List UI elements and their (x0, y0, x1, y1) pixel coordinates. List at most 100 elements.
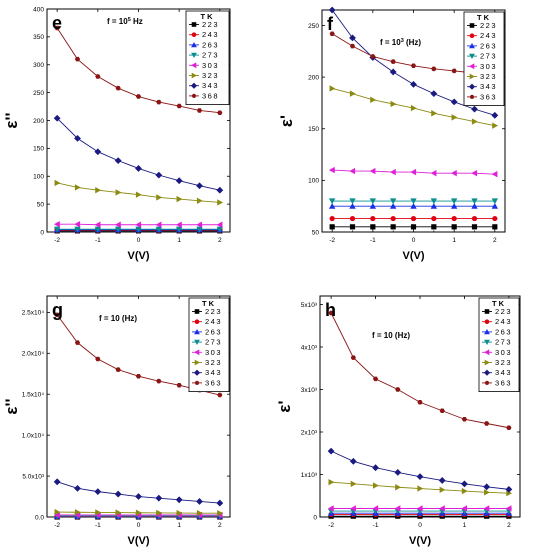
series-223 (329, 224, 498, 230)
series-323 (54, 179, 224, 206)
data-point (431, 224, 437, 230)
data-point (389, 68, 397, 76)
panel-h: -2 -1 0 1 2 0 1x10³ 2x10³ 3x10³ 4x10³ 5x10³ V(V) ε' h… (275, 295, 521, 547)
data-point (483, 483, 491, 491)
legend-marker (191, 52, 197, 58)
x-axis-label: V(V) (128, 250, 150, 262)
legend-marker (469, 23, 475, 28)
data-point (484, 489, 490, 496)
data-point (431, 215, 437, 222)
y-axis-label: ε'' (2, 398, 21, 414)
data-point (74, 509, 81, 516)
data-point (389, 202, 397, 209)
data-point (114, 226, 122, 233)
legend-entry: 368 (202, 91, 219, 100)
data-point (491, 170, 498, 178)
legend-marker (194, 349, 200, 356)
y-axis-label: ε' (277, 115, 296, 127)
data-point (349, 224, 356, 230)
x-tick-label: -2 (54, 522, 60, 529)
data-point (114, 157, 122, 165)
data-point (431, 110, 438, 117)
y-axis-label: ε' (275, 400, 294, 412)
data-point (54, 25, 60, 31)
data-point (370, 215, 376, 222)
y-tick-label: 350 (33, 34, 44, 41)
data-point (369, 198, 377, 205)
data-point (156, 99, 162, 105)
data-point (155, 226, 163, 233)
data-point (74, 184, 81, 191)
data-point (372, 505, 379, 512)
x-tick-label: 2 (218, 522, 222, 529)
legend-entry: 363 (480, 92, 497, 101)
legend-entry: 323 (202, 71, 219, 80)
legend-entry: 223 (205, 307, 222, 316)
data-point (115, 367, 121, 372)
data-point (471, 215, 478, 222)
x-tick-label: 2 (218, 237, 222, 244)
y-tick-label: 200 (308, 74, 319, 81)
y-tick-label: 3x10³ (301, 387, 318, 394)
data-point (471, 169, 478, 177)
legend-marker (483, 369, 491, 376)
data-point (74, 484, 81, 492)
data-point (410, 63, 417, 69)
data-point (217, 392, 223, 398)
data-point (196, 509, 203, 517)
data-point (176, 103, 182, 109)
legend-entry: 223 (495, 307, 512, 316)
data-point (450, 98, 458, 106)
series-303 (53, 220, 223, 228)
data-point (74, 340, 81, 345)
legend-marker (194, 359, 200, 366)
x-tick-label: 2 (493, 237, 497, 244)
legend-marker (484, 339, 490, 345)
data-point (461, 417, 468, 422)
data-point (439, 486, 446, 493)
x-tick-label: 0 (137, 522, 141, 529)
data-point (74, 56, 81, 62)
legend-marker (468, 83, 476, 90)
x-tick-label: 2 (507, 522, 511, 529)
data-point (135, 94, 142, 99)
data-point (349, 457, 357, 465)
data-point (53, 511, 60, 519)
data-point (135, 226, 142, 233)
x-axis-label: V(V) (409, 535, 431, 547)
series-323 (329, 85, 499, 129)
x-tick-label: 1 (452, 237, 456, 244)
x-tick-label: 0 (418, 522, 422, 529)
data-point (471, 224, 478, 230)
legend-entry: 343 (495, 368, 512, 377)
legend-marker (191, 72, 197, 79)
data-point (328, 6, 336, 14)
legend-marker (484, 349, 490, 356)
x-tick-label: 1 (177, 237, 181, 244)
y-tick-label: 2.0x10⁴ (22, 351, 45, 358)
data-point (329, 215, 335, 222)
data-point (329, 85, 336, 92)
x-tick-label: -1 (95, 237, 101, 244)
y-tick-label: 300 (33, 62, 44, 69)
data-point (94, 226, 102, 233)
x-tick-label: -1 (373, 522, 379, 529)
panel-e: -2 -1 0 1 2 0 50 100 150 200 250 300 350 400 V(V) ε'' e f… (2, 6, 231, 262)
data-point (430, 198, 438, 205)
legend-marker (484, 309, 490, 314)
legend-entry: 243 (480, 31, 497, 40)
data-point (451, 224, 457, 230)
y-tick-label: 1.0x10⁴ (22, 432, 45, 439)
x-tick-label: 0 (412, 237, 416, 244)
data-point (175, 177, 183, 185)
series-368 (54, 25, 223, 115)
legend-marker (191, 32, 197, 37)
legend-entry: 343 (480, 82, 497, 91)
data-point (74, 134, 81, 142)
data-point (349, 198, 356, 205)
data-point (369, 167, 376, 175)
y-axis-label: ε'' (2, 112, 21, 128)
series-343 (328, 6, 499, 119)
data-point (394, 468, 402, 476)
